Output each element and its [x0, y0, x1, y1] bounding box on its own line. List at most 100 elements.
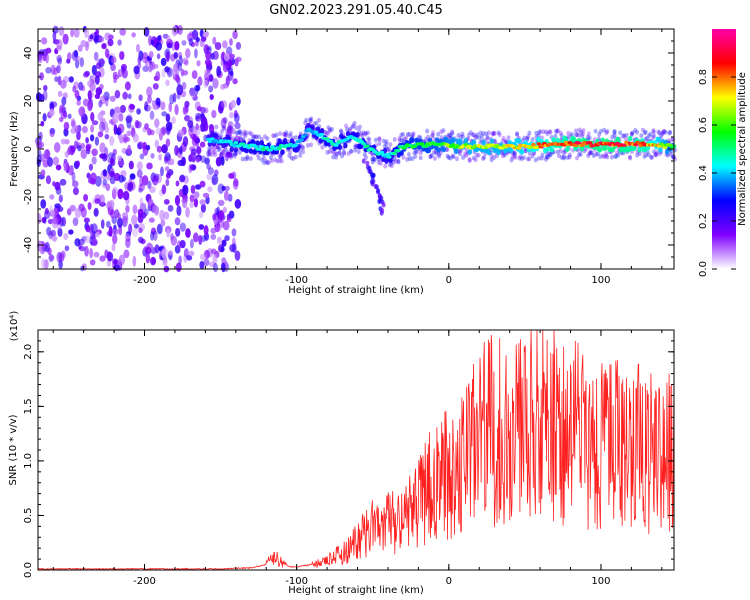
signal-halo-mark [651, 133, 656, 139]
snr-ylabel: SNR (10 * v/v) [8, 414, 19, 485]
noise-mark [49, 255, 55, 261]
noise-mark [159, 209, 165, 221]
noise-mark [220, 156, 225, 166]
noise-mark [155, 127, 162, 135]
signal-halo-mark [454, 156, 459, 162]
noise-mark [50, 229, 56, 238]
signal-halo-mark [348, 148, 353, 154]
noise-mark [174, 104, 179, 116]
signal-halo-mark [644, 152, 649, 158]
noise-mark [168, 102, 173, 113]
signal-halo-mark [362, 152, 367, 157]
noise-mark [235, 56, 242, 63]
noise-mark [210, 248, 217, 255]
noise-mark [164, 152, 171, 162]
signal-band-mark [486, 149, 492, 156]
signal-halo-mark [294, 135, 299, 140]
signal-band-mark [519, 149, 525, 155]
signal-halo-mark [301, 145, 306, 151]
signal-halo-mark [614, 153, 619, 159]
signal-halo-mark [543, 129, 548, 135]
signal-halo-mark [219, 133, 224, 139]
signal-core-mark [277, 147, 283, 151]
noise-mark [165, 51, 170, 63]
signal-halo-mark [331, 154, 336, 160]
signal-core-mark [386, 155, 392, 159]
noise-mark [52, 67, 58, 76]
noise-mark [142, 56, 148, 64]
noise-mark [210, 227, 217, 234]
noise-mark [124, 81, 131, 91]
noise-mark [193, 85, 201, 92]
branch-mark [365, 160, 370, 166]
y-tick-label: -40 [23, 237, 34, 253]
noise-mark [97, 112, 104, 121]
noise-mark [94, 231, 101, 238]
noise-mark [189, 238, 194, 249]
signal-halo-mark [361, 130, 366, 136]
noise-mark [199, 260, 205, 270]
signal-halo-mark [237, 130, 242, 135]
noise-mark [54, 48, 59, 55]
branch-mark [370, 181, 375, 187]
signal-core-mark [361, 142, 367, 146]
signal-halo-mark [264, 158, 269, 164]
signal-halo-mark [624, 132, 629, 138]
signal-halo-mark [304, 117, 309, 123]
signal-halo-mark [538, 129, 543, 135]
signal-halo-mark [214, 124, 219, 130]
signal-halo-mark [526, 133, 531, 139]
noise-mark [218, 209, 225, 221]
signal-core-mark [253, 145, 259, 149]
signal-halo-mark [629, 132, 634, 137]
signal-halo-mark [353, 147, 358, 153]
branch-mark [375, 189, 380, 195]
signal-halo-mark [506, 135, 511, 141]
signal-halo-mark [610, 134, 615, 140]
signal-halo-mark [667, 130, 672, 136]
noise-mark [117, 123, 125, 134]
noise-mark [209, 94, 214, 101]
noise-mark [69, 204, 76, 212]
x-tick-label: -200 [133, 576, 156, 587]
signal-halo-mark [260, 157, 265, 163]
noise-mark [188, 125, 193, 137]
signal-halo-mark [353, 144, 358, 150]
signal-halo-mark [256, 134, 261, 140]
noise-mark [51, 235, 58, 242]
noise-mark [41, 217, 47, 224]
y-tick-label: 2.0 [23, 344, 34, 360]
noise-mark [156, 223, 163, 235]
signal-band-mark [481, 139, 486, 146]
noise-mark [87, 101, 93, 112]
noise-mark [228, 172, 235, 179]
signal-halo-mark [352, 120, 357, 126]
signal-halo-mark [478, 130, 483, 136]
signal-halo-mark [481, 156, 486, 161]
signal-halo-mark [451, 154, 456, 160]
noise-mark [224, 185, 230, 192]
signal-halo-mark [303, 120, 308, 126]
noise-mark [57, 206, 64, 212]
noise-mark [199, 211, 204, 219]
signal-band-mark [280, 149, 285, 156]
signal-halo-mark [660, 130, 665, 136]
noise-mark [68, 229, 74, 235]
colorbar-ticks: 0.0 0.2 0.4 0.6 0.8 [698, 69, 736, 277]
noise-mark [189, 194, 195, 203]
signal-halo-mark [473, 135, 478, 140]
noise-mark [128, 160, 134, 170]
signal-halo-mark [597, 131, 602, 137]
signal-halo-mark [641, 127, 646, 133]
noise-mark [162, 125, 166, 136]
signal-halo-mark [485, 136, 490, 141]
signal-band-mark [436, 147, 441, 153]
signal-halo-mark [543, 156, 548, 162]
noise-mark [118, 174, 125, 183]
noise-mark [122, 133, 128, 144]
noise-mark [74, 125, 80, 133]
signal-halo-mark [588, 149, 593, 155]
noise-mark [90, 178, 97, 185]
noise-mark [72, 187, 79, 196]
signal-halo-mark [594, 152, 599, 157]
